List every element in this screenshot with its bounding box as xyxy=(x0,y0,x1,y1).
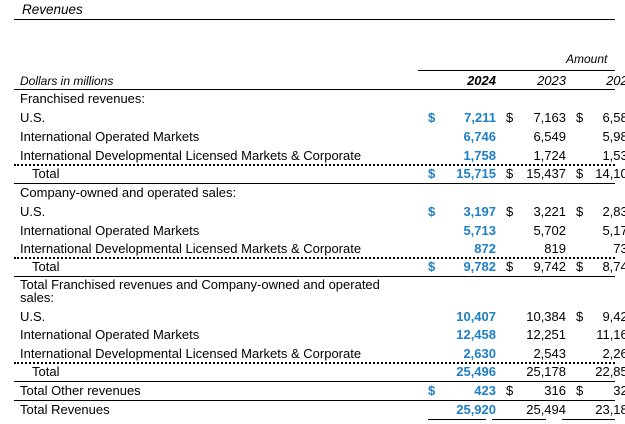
grand-total-underline-2024 xyxy=(428,419,486,420)
grand-total-underline-2023 xyxy=(492,419,546,420)
section-rule xyxy=(14,400,615,401)
grand-total-underline-2022 xyxy=(562,419,615,420)
dotted-divider xyxy=(14,257,615,259)
dotted-divider xyxy=(14,362,615,364)
dotted-divider xyxy=(14,164,615,166)
revenues-title: Revenues xyxy=(22,2,83,17)
title-rule xyxy=(14,19,615,20)
section-rule xyxy=(14,276,615,277)
amount-rule xyxy=(418,70,615,71)
units-label: Dollars in millions xyxy=(20,74,114,88)
amount-header: Amount xyxy=(566,52,608,66)
section-rule xyxy=(14,381,615,382)
header-rule xyxy=(14,89,615,90)
section-rule xyxy=(14,183,615,184)
